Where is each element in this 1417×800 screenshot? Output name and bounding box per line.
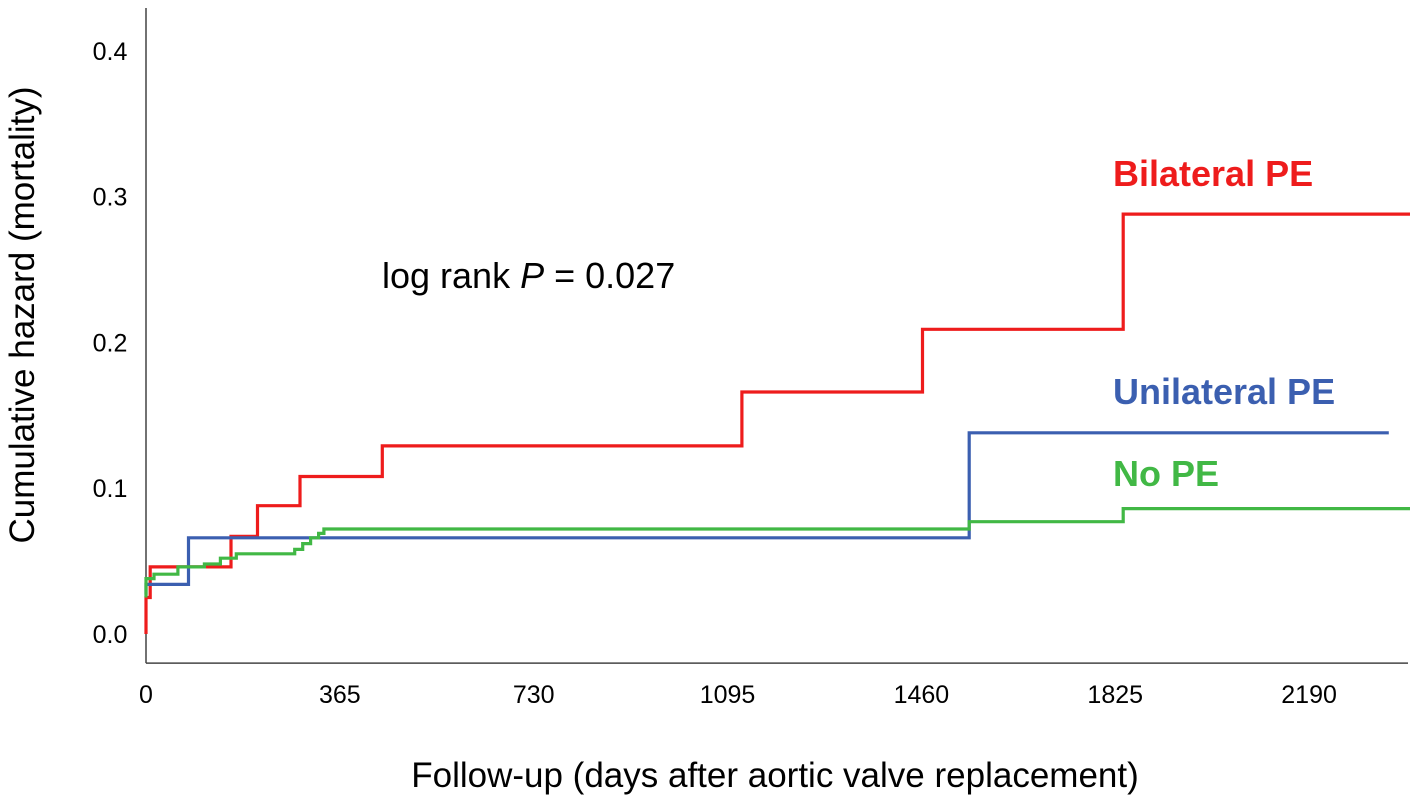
annotation-p-symbol: P — [520, 255, 544, 296]
series-line-no-pe — [144, 507, 1410, 598]
y-tick-label: 0.4 — [93, 38, 128, 66]
log-rank-annotation: log rank P = 0.027 — [382, 255, 675, 296]
labels: Bilateral PE Unilateral PE No PE log rank P… — [382, 153, 1335, 494]
x-tick-label: 2190 — [1281, 681, 1337, 709]
y-tick-label: 0.1 — [93, 475, 128, 503]
annotation-value: = 0.027 — [544, 255, 675, 296]
x-tick-label: 1825 — [1087, 681, 1143, 709]
series-line-bilateral-pe — [144, 212, 1410, 634]
x-axis-title: Follow-up (days after aortic valve repla… — [411, 756, 1139, 795]
series-label-bilateral-pe: Bilateral PE — [1113, 153, 1313, 194]
x-tick-label: 0 — [139, 681, 153, 709]
series-label-unilateral-pe: Unilateral PE — [1113, 371, 1335, 412]
y-axis-title: Cumulative hazard (mortality) — [3, 86, 42, 543]
x-tick-label: 1095 — [700, 681, 756, 709]
x-tick-label: 730 — [513, 681, 555, 709]
x-tick-label: 365 — [319, 681, 361, 709]
series-label-no-pe: No PE — [1113, 453, 1219, 494]
x-tick-label: 1460 — [894, 681, 950, 709]
series-lines — [144, 212, 1410, 634]
axes: 0.0 0.1 0.2 0.3 0.4 0 365 730 1095 1460 1825 2190 Fo… — [3, 8, 1408, 795]
y-tick-label: 0.2 — [93, 329, 128, 357]
y-tick-label: 0.3 — [93, 184, 128, 212]
y-tick-label: 0.0 — [93, 621, 128, 649]
annotation-prefix: log rank — [382, 255, 520, 296]
